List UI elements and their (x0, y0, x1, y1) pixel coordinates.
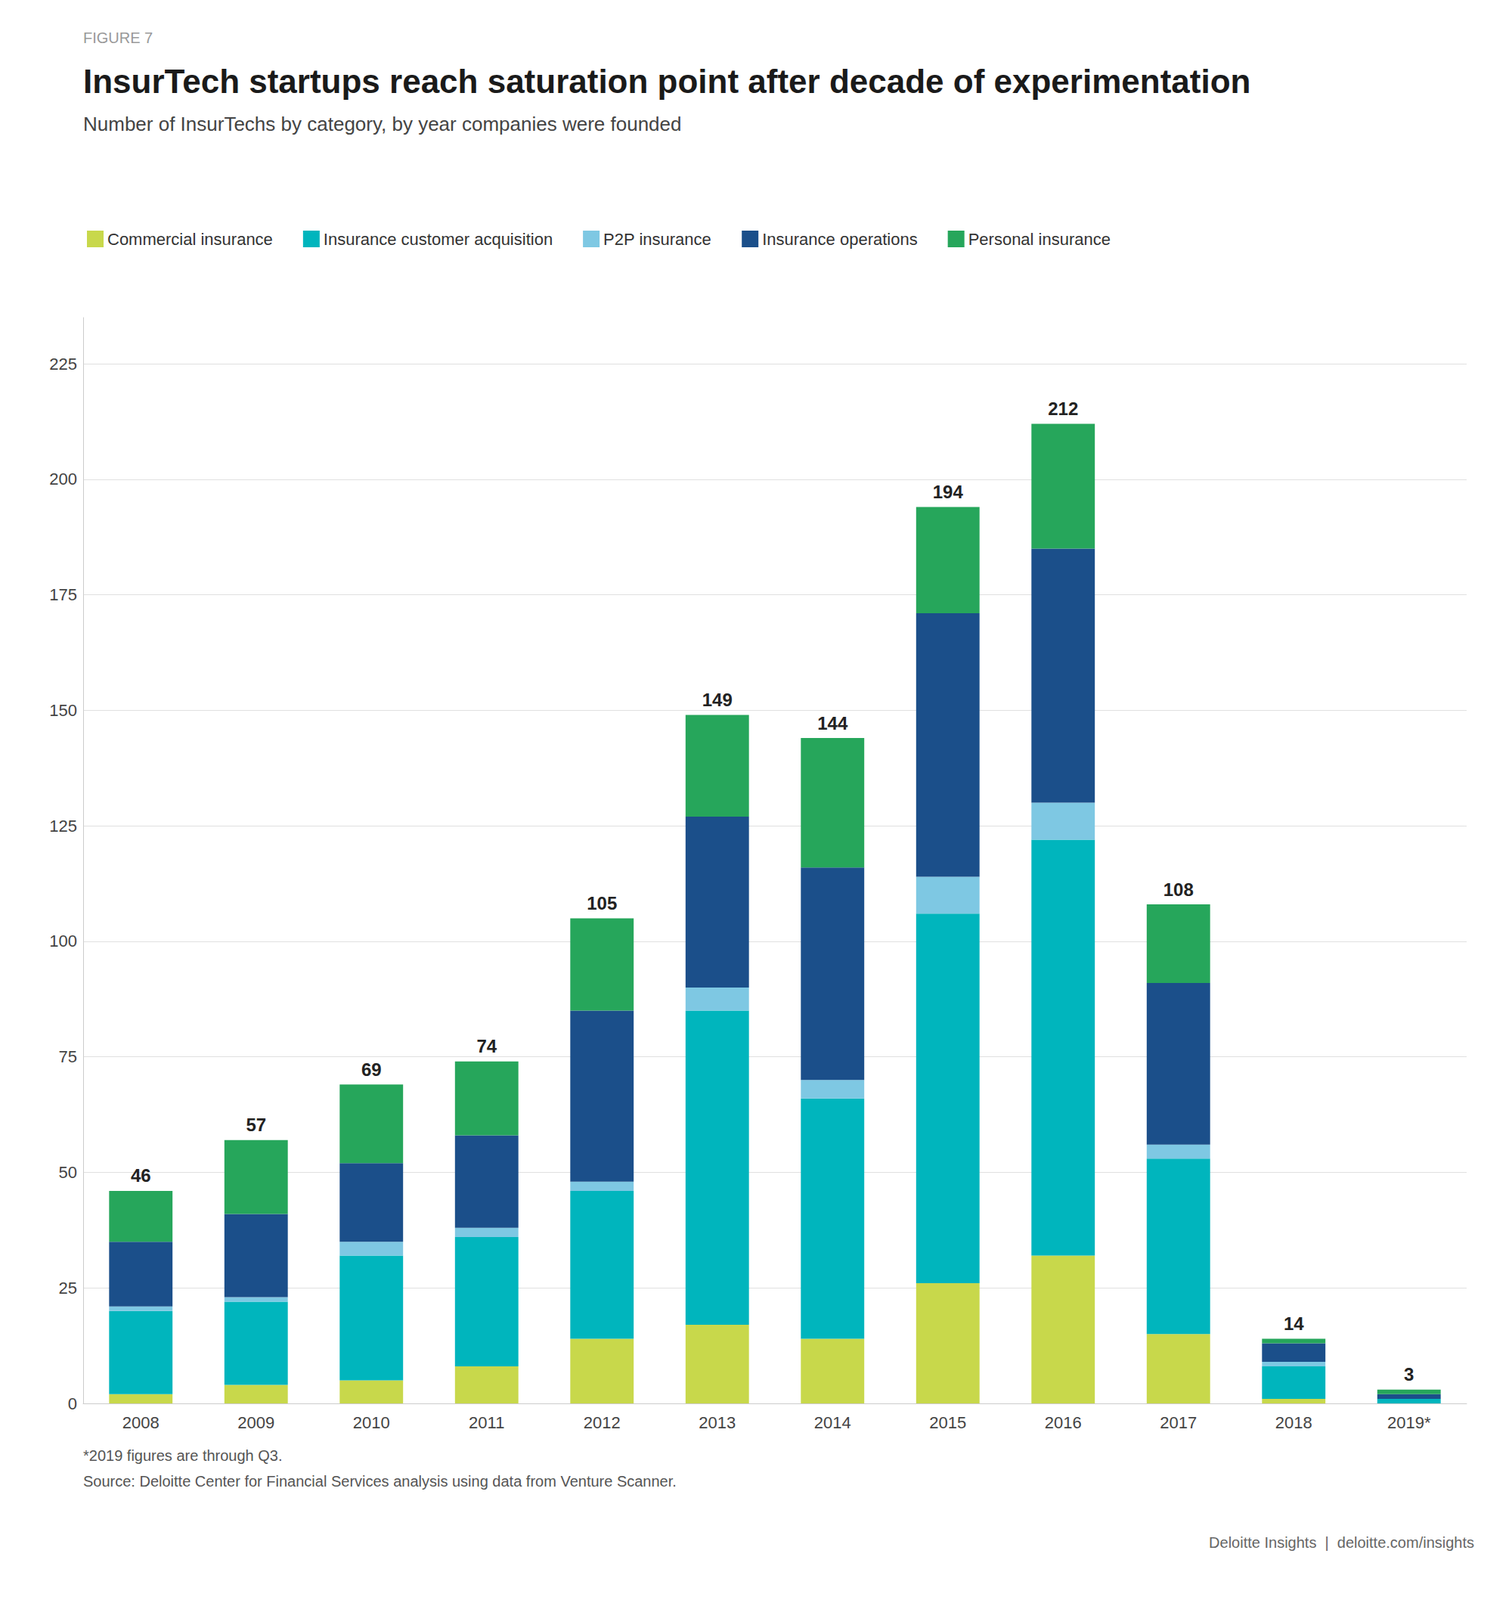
svg-text:74: 74 (476, 1035, 497, 1057)
svg-text:2011: 2011 (468, 1412, 505, 1432)
svg-text:46: 46 (130, 1164, 152, 1186)
svg-text:14: 14 (1283, 1313, 1305, 1334)
svg-text:0: 0 (68, 1394, 78, 1413)
svg-text:2013: 2013 (698, 1412, 736, 1432)
svg-text:25: 25 (58, 1278, 78, 1298)
svg-text:2009: 2009 (237, 1412, 275, 1432)
svg-text:2010: 2010 (353, 1412, 391, 1432)
svg-text:212: 212 (1047, 398, 1079, 419)
svg-text:2016: 2016 (1044, 1412, 1082, 1432)
svg-text:Personal insurance: Personal insurance (968, 229, 1111, 249)
svg-text:2018: 2018 (1275, 1412, 1313, 1432)
svg-text:InsurTech startups reach satur: InsurTech startups reach saturation poin… (83, 62, 1251, 100)
svg-text:225: 225 (49, 354, 78, 374)
svg-text:150: 150 (49, 700, 78, 720)
svg-text:2008: 2008 (122, 1412, 160, 1432)
svg-text:105: 105 (586, 892, 617, 914)
svg-text:2012: 2012 (583, 1412, 621, 1432)
svg-text:Deloitte Insights | deloitte: Deloitte Insights | deloitte.com/insight… (1208, 1533, 1475, 1551)
svg-text:69: 69 (361, 1059, 382, 1080)
svg-text:2017: 2017 (1159, 1412, 1197, 1432)
svg-text:3: 3 (1403, 1363, 1414, 1385)
svg-text:2019*: 2019* (1387, 1412, 1432, 1432)
svg-text:FIGURE 7: FIGURE 7 (83, 29, 153, 47)
svg-text:57: 57 (245, 1114, 267, 1135)
svg-text:Number of InsurTechs by catego: Number of InsurTechs by category, by yea… (83, 112, 682, 136)
svg-text:Source: Deloitte Center for Fi: Source: Deloitte Center for Financial Se… (83, 1472, 677, 1490)
svg-text:P2P insurance: P2P insurance (603, 229, 712, 249)
svg-text:*2019 figures are through Q3.: *2019 figures are through Q3. (83, 1446, 283, 1464)
svg-text:175: 175 (49, 585, 78, 605)
svg-text:200: 200 (49, 469, 78, 489)
svg-text:194: 194 (932, 481, 964, 502)
svg-text:100: 100 (49, 931, 78, 951)
svg-text:Insurance operations: Insurance operations (762, 229, 918, 249)
svg-text:144: 144 (817, 712, 849, 734)
svg-text:75: 75 (58, 1047, 78, 1066)
svg-text:2015: 2015 (929, 1412, 967, 1432)
svg-text:Insurance customer acquisition: Insurance customer acquisition (323, 229, 553, 249)
svg-text:149: 149 (702, 689, 733, 710)
svg-text:2014: 2014 (814, 1412, 852, 1432)
svg-text:Commercial insurance: Commercial insurance (107, 229, 273, 249)
svg-text:50: 50 (58, 1162, 78, 1182)
svg-text:125: 125 (49, 816, 78, 836)
svg-text:108: 108 (1163, 879, 1194, 900)
